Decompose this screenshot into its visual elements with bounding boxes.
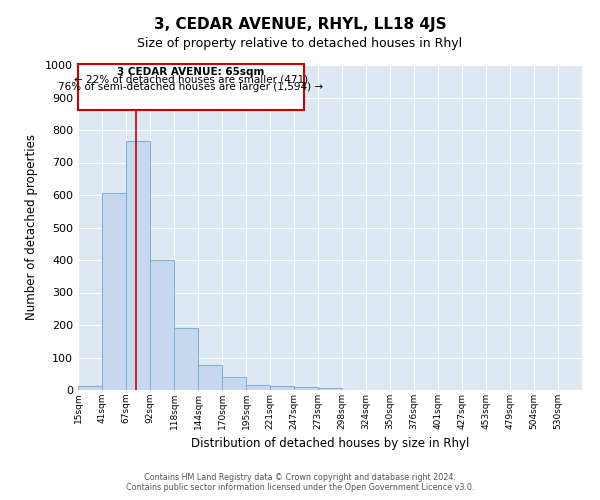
Y-axis label: Number of detached properties: Number of detached properties [25, 134, 38, 320]
Bar [174, 328, 198, 390]
Bar [102, 194, 126, 390]
Bar [126, 142, 150, 390]
Bar [78, 386, 102, 390]
Text: 3 CEDAR AVENUE: 65sqm: 3 CEDAR AVENUE: 65sqm [117, 66, 265, 76]
Bar [294, 387, 318, 390]
Text: 76% of semi-detached houses are larger (1,594) →: 76% of semi-detached houses are larger (… [58, 82, 323, 92]
Text: ← 22% of detached houses are smaller (471): ← 22% of detached houses are smaller (47… [74, 74, 308, 85]
Text: Size of property relative to detached houses in Rhyl: Size of property relative to detached ho… [137, 38, 463, 51]
Bar [246, 385, 270, 390]
Text: Contains HM Land Registry data © Crown copyright and database right 2024.: Contains HM Land Registry data © Crown c… [144, 474, 456, 482]
FancyBboxPatch shape [78, 64, 304, 110]
Text: 3, CEDAR AVENUE, RHYL, LL18 4JS: 3, CEDAR AVENUE, RHYL, LL18 4JS [154, 18, 446, 32]
Bar [198, 364, 222, 390]
Text: Contains public sector information licensed under the Open Government Licence v3: Contains public sector information licen… [126, 484, 474, 492]
Bar [270, 386, 294, 390]
Bar [318, 388, 342, 390]
Bar [222, 377, 246, 390]
X-axis label: Distribution of detached houses by size in Rhyl: Distribution of detached houses by size … [191, 438, 469, 450]
Bar [150, 260, 174, 390]
